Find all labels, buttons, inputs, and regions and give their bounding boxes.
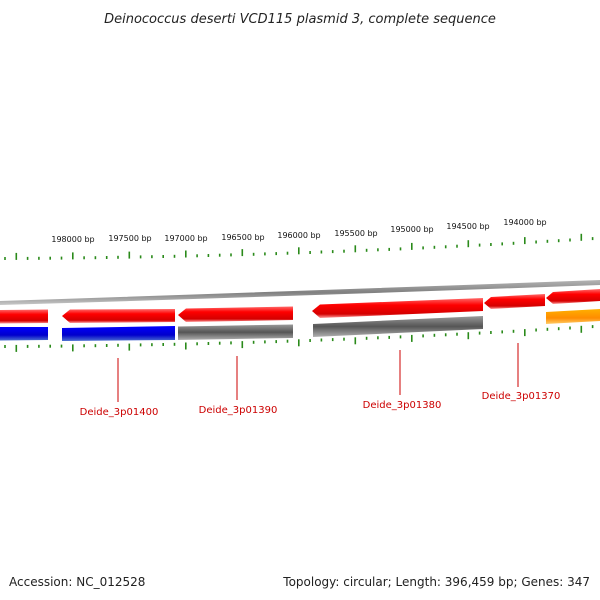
scale-labels: 198000 bp 197500 bp 197000 bp 196500 bp …: [51, 218, 546, 244]
plasmid-backbone: [0, 280, 600, 305]
forward-strand: [0, 289, 600, 324]
gene-label[interactable]: Deide_3p01390: [199, 405, 278, 416]
outer-tick-row: [4, 233, 594, 260]
inner-tick-row: [4, 325, 594, 352]
gene-arrow-red[interactable]: [178, 306, 293, 323]
tick-label: 194000 bp: [503, 218, 546, 227]
gene-label[interactable]: Deide_3p01400: [80, 407, 159, 418]
reverse-strand: [0, 309, 600, 341]
gene-bar-gray[interactable]: [313, 316, 483, 337]
tick-label: 196500 bp: [221, 233, 264, 242]
gene-arrow-red[interactable]: [62, 309, 175, 323]
gene-bar-gray[interactable]: [178, 324, 293, 341]
gene-arrow-red[interactable]: [0, 309, 48, 324]
tick-label: 197000 bp: [164, 234, 207, 243]
gene-bar-blue[interactable]: [0, 327, 48, 341]
tick-label: 198000 bp: [51, 235, 94, 244]
gene-arrow-red[interactable]: [484, 294, 545, 309]
gene-bar-blue[interactable]: [62, 326, 175, 341]
tick-label: 197500 bp: [108, 234, 151, 243]
map-summary-text: Topology: circular; Length: 396,459 bp; …: [282, 575, 590, 589]
gene-labels: Deide_3p01400 Deide_3p01390 Deide_3p0138…: [80, 343, 561, 418]
tick-label: 196000 bp: [277, 231, 320, 240]
gene-label[interactable]: Deide_3p01380: [363, 400, 442, 411]
gene-label[interactable]: Deide_3p01370: [482, 391, 561, 402]
accession-text: Accession: NC_012528: [9, 575, 145, 589]
tick-label: 195500 bp: [334, 229, 377, 238]
map-title: Deinococcus deserti VCD115 plasmid 3, co…: [104, 12, 496, 27]
tick-label: 195000 bp: [390, 225, 433, 234]
tick-label: 194500 bp: [446, 222, 489, 231]
gene-arrow-red[interactable]: [546, 289, 600, 304]
gene-bar-orange[interactable]: [546, 309, 600, 324]
gene-arrow-red[interactable]: [312, 298, 483, 318]
